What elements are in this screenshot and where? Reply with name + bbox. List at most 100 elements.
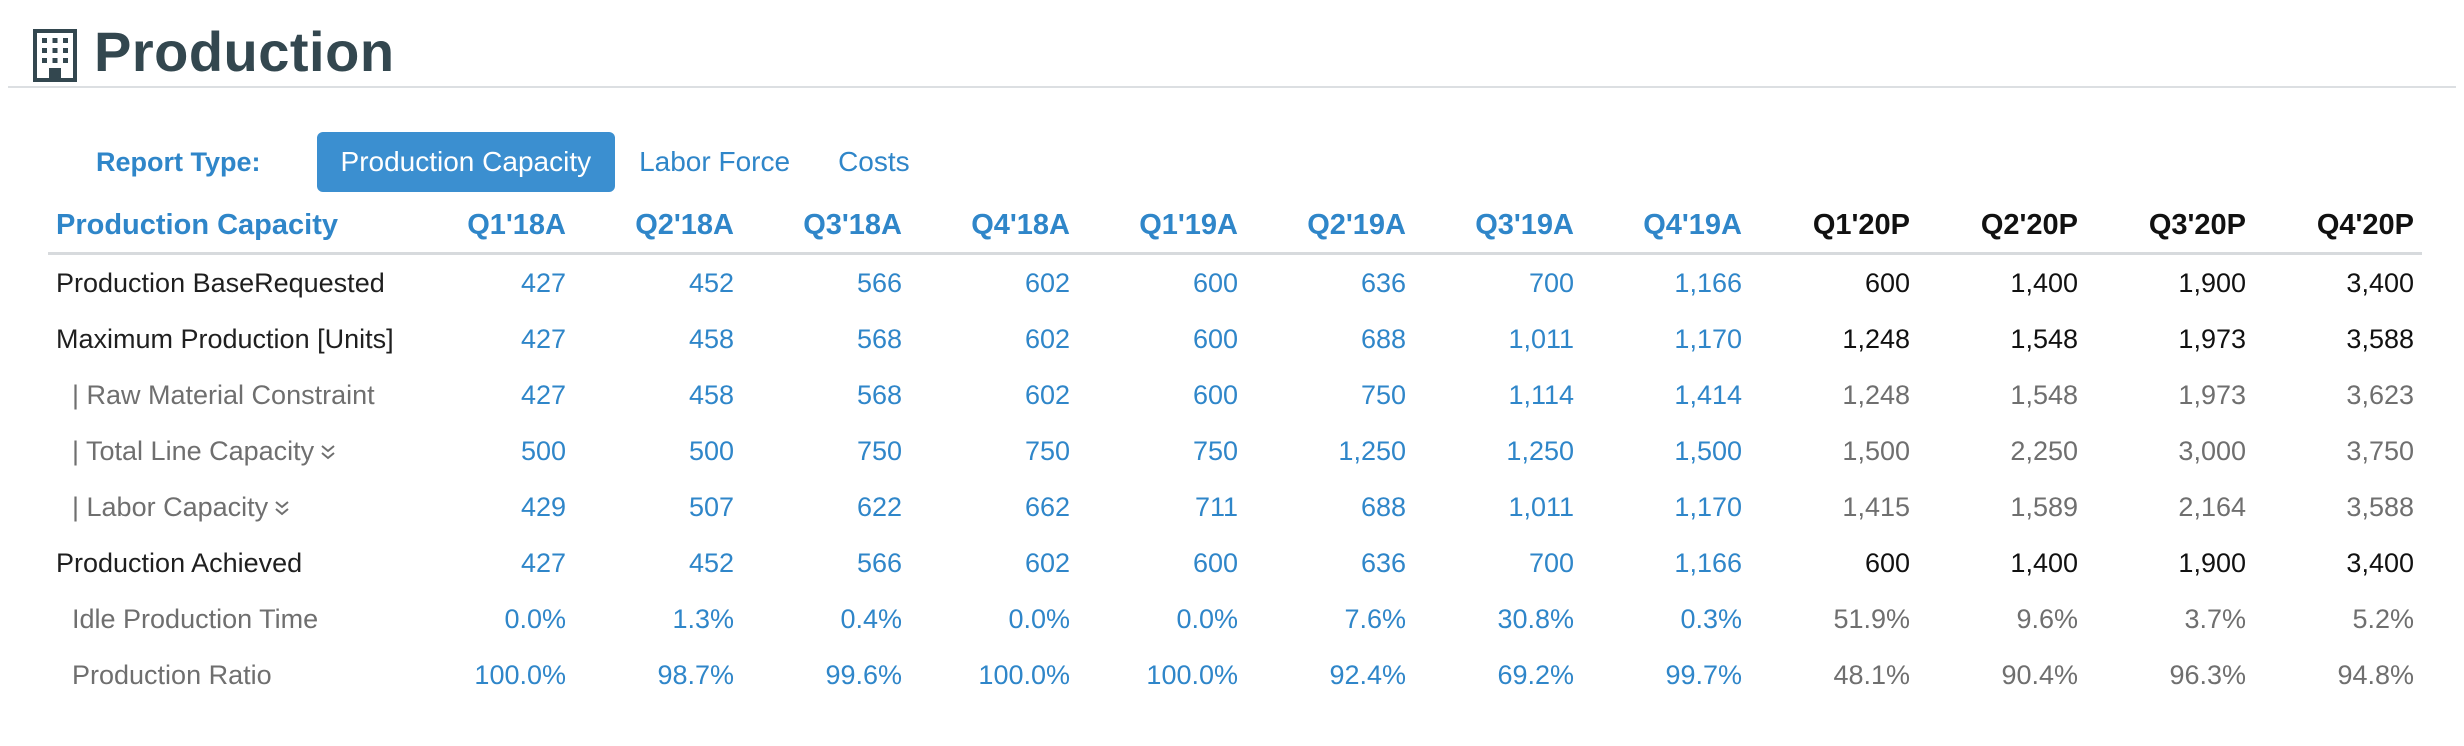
table-cell: 1,400 bbox=[2010, 267, 2078, 298]
table-cell: 94.8% bbox=[2337, 659, 2414, 690]
table-cell: 0.0% bbox=[1008, 603, 1070, 634]
table-cell: 98.7% bbox=[657, 659, 734, 690]
column-header: Q3'20P bbox=[2086, 198, 2254, 255]
table-cell: 568 bbox=[856, 379, 902, 410]
table-title: Production Capacity bbox=[48, 198, 406, 255]
table-cell: 1,500 bbox=[1842, 435, 1910, 466]
table-cell: 3,623 bbox=[2346, 379, 2414, 410]
table-cell: 1,011 bbox=[1508, 491, 1574, 522]
report-type-label: Report Type: bbox=[96, 146, 261, 177]
table-cell: 3.7% bbox=[2184, 603, 2246, 634]
table-cell: 600 bbox=[1192, 267, 1238, 298]
table-cell: 1,500 bbox=[1674, 435, 1742, 466]
table-cell: 427 bbox=[520, 323, 566, 354]
table-cell: 92.4% bbox=[1329, 659, 1406, 690]
column-header: Q1'20P bbox=[1750, 198, 1918, 255]
table-cell: 1,900 bbox=[2178, 547, 2246, 578]
table-cell: 1,414 bbox=[1674, 379, 1742, 410]
table-cell: 700 bbox=[1528, 547, 1574, 578]
table-cell: 568 bbox=[856, 323, 902, 354]
table-cell: 427 bbox=[520, 547, 566, 578]
table-body: Production BaseRequested 427 452 566 602 600 6… bbox=[48, 254, 2422, 704]
table-cell: 100.0% bbox=[1146, 659, 1238, 690]
table-cell: 1,166 bbox=[1674, 267, 1742, 298]
column-header: Q4'19A bbox=[1582, 198, 1750, 255]
table-cell: 750 bbox=[856, 435, 902, 466]
table-cell: 700 bbox=[1528, 267, 1574, 298]
row-label: Production Ratio bbox=[48, 647, 406, 703]
column-header: Q1'19A bbox=[1078, 198, 1246, 255]
table-cell: 600 bbox=[1192, 379, 1238, 410]
table-cell: 69.2% bbox=[1497, 659, 1574, 690]
table-header-row: Production Capacity Q1'18A Q2'18A Q3'18A… bbox=[48, 198, 2422, 255]
table-cell: 3,750 bbox=[2346, 435, 2414, 466]
row-label: | Raw Material Constraint bbox=[48, 367, 406, 423]
table-cell: 1,250 bbox=[1506, 435, 1574, 466]
table-cell: 51.9% bbox=[1833, 603, 1910, 634]
table-cell: 3,400 bbox=[2346, 267, 2414, 298]
table-cell: 452 bbox=[688, 267, 734, 298]
row-label: Idle Production Time bbox=[48, 591, 406, 647]
table-cell: 427 bbox=[520, 267, 566, 298]
row-label[interactable]: | Labor Capacity bbox=[48, 479, 406, 535]
table-cell: 602 bbox=[1024, 323, 1070, 354]
page-title: Production bbox=[94, 20, 395, 83]
table-cell: 0.3% bbox=[1680, 603, 1742, 634]
tab-production-capacity[interactable]: Production Capacity bbox=[316, 132, 616, 192]
table-cell: 3,588 bbox=[2346, 491, 2414, 522]
table-cell: 0.0% bbox=[504, 603, 566, 634]
table-cell: 1,415 bbox=[1842, 491, 1910, 522]
column-header: Q3'18A bbox=[742, 198, 910, 255]
table-cell: 427 bbox=[520, 379, 566, 410]
table-cell: 600 bbox=[1864, 547, 1910, 578]
row-labor-capacity: | Labor Capacity 429 507 622 662 711 688 1,011 1… bbox=[48, 479, 2422, 535]
tab-labor-force[interactable]: Labor Force bbox=[639, 146, 791, 177]
row-production-ratio: Production Ratio 100.0% 98.7% 99.6% 100.0% 10… bbox=[48, 647, 2422, 703]
table-cell: 100.0% bbox=[474, 659, 566, 690]
table-cell: 9.6% bbox=[2016, 603, 2078, 634]
row-label-text: Production Ratio bbox=[72, 659, 272, 690]
table-cell: 602 bbox=[1024, 547, 1070, 578]
table-cell: 1,548 bbox=[2010, 323, 2078, 354]
table-cell: 1,248 bbox=[1842, 323, 1910, 354]
table-cell: 452 bbox=[688, 547, 734, 578]
chevron-double-down-icon[interactable] bbox=[274, 499, 290, 517]
table-cell: 711 bbox=[1194, 491, 1238, 522]
report-type-selector: Report Type: Production Capacity Labor F… bbox=[96, 132, 934, 192]
column-header: Q2'18A bbox=[574, 198, 742, 255]
chevron-double-down-icon[interactable] bbox=[320, 443, 336, 461]
table-cell: 458 bbox=[688, 323, 734, 354]
column-header: Q2'19A bbox=[1246, 198, 1414, 255]
table-cell: 750 bbox=[1024, 435, 1070, 466]
row-label[interactable]: | Total Line Capacity bbox=[48, 423, 406, 479]
table-cell: 566 bbox=[856, 267, 902, 298]
table-cell: 688 bbox=[1360, 323, 1406, 354]
table-cell: 99.7% bbox=[1665, 659, 1742, 690]
table-cell: 1,548 bbox=[2010, 379, 2078, 410]
column-header: Q1'18A bbox=[406, 198, 574, 255]
table-cell: 750 bbox=[1360, 379, 1406, 410]
row-production-base-requested: Production BaseRequested 427 452 566 602 600 6… bbox=[48, 254, 2422, 312]
table-cell: 602 bbox=[1024, 379, 1070, 410]
table-cell: 500 bbox=[688, 435, 734, 466]
table-cell: 96.3% bbox=[2169, 659, 2246, 690]
row-label: Production Achieved bbox=[48, 535, 406, 591]
row-label-text: Production Achieved bbox=[56, 547, 303, 578]
table-cell: 1,900 bbox=[2178, 267, 2246, 298]
table-cell: 90.4% bbox=[2001, 659, 2078, 690]
table-cell: 1,011 bbox=[1508, 323, 1574, 354]
row-total-line-capacity: | Total Line Capacity 500 500 750 750 750 1,25… bbox=[48, 423, 2422, 479]
table-cell: 500 bbox=[520, 435, 566, 466]
building-icon bbox=[33, 29, 77, 82]
table-cell: 3,588 bbox=[2346, 323, 2414, 354]
table-cell: 99.6% bbox=[825, 659, 902, 690]
table-cell: 602 bbox=[1024, 267, 1070, 298]
table-cell: 3,000 bbox=[2178, 435, 2246, 466]
row-label-text: | Labor Capacity bbox=[72, 491, 269, 522]
table-cell: 1,589 bbox=[2010, 491, 2078, 522]
table-cell: 100.0% bbox=[978, 659, 1070, 690]
table-cell: 600 bbox=[1192, 323, 1238, 354]
table-cell: 636 bbox=[1360, 267, 1406, 298]
tab-costs[interactable]: Costs bbox=[838, 146, 910, 177]
table-cell: 2,164 bbox=[2178, 491, 2246, 522]
